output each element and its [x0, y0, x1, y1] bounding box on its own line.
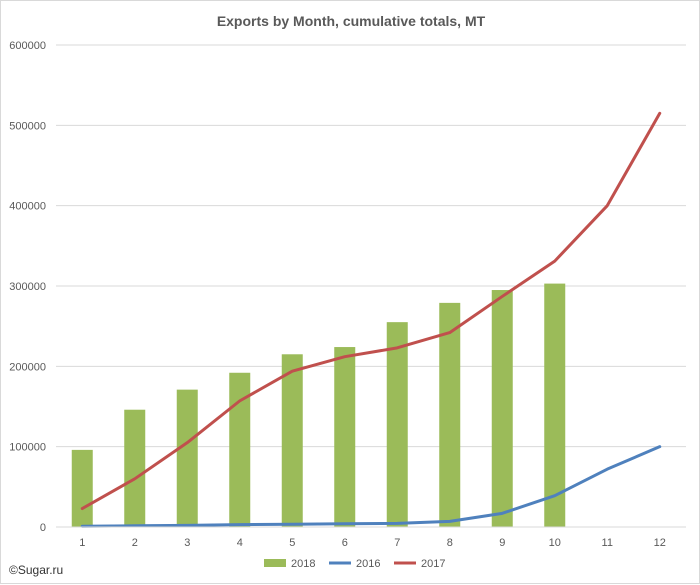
y-tick-label: 600000	[9, 40, 46, 52]
bar-2018-4	[229, 372, 251, 527]
line-series	[80, 111, 662, 528]
bar-2018-2	[124, 409, 146, 527]
x-axis-ticks: 1 2 3 4 5 6 7 8 9 10 11 12	[79, 537, 666, 549]
credit-text: ©Sugar.ru	[9, 563, 63, 577]
legend-label-2016: 2016	[356, 558, 380, 570]
legend-swatch-2018	[264, 559, 286, 567]
bar-2018-6	[334, 347, 356, 527]
y-tick-label: 400000	[9, 201, 46, 213]
x-tick-label: 10	[549, 537, 561, 549]
line-2017	[80, 111, 662, 511]
bar-2018-5	[281, 354, 303, 527]
y-tick-label: 200000	[9, 361, 46, 373]
x-tick-label: 9	[499, 537, 505, 549]
legend-item-2016: 2016	[329, 558, 380, 570]
y-axis-ticks: 0 100000 200000 300000 400000 500000 600000	[9, 40, 46, 534]
gridlines	[56, 44, 686, 448]
legend-item-2018: 2018	[264, 558, 315, 570]
bar-2018-1	[71, 449, 93, 527]
x-tick-label: 11	[602, 537, 613, 549]
chart-title: Exports by Month, cumulative totals, MT	[217, 13, 486, 29]
x-tick-label: 1	[79, 537, 85, 549]
legend-item-2017: 2017	[394, 558, 445, 570]
bar-2018-8	[439, 302, 461, 527]
y-tick-label: 100000	[9, 442, 46, 454]
y-tick-label: 300000	[9, 281, 46, 293]
x-tick-label: 12	[654, 537, 666, 549]
bar-2018-7	[386, 322, 408, 527]
x-tick-label: 6	[342, 537, 348, 549]
bar-series-2018	[71, 283, 566, 527]
y-tick-label: 500000	[9, 120, 46, 132]
legend-label-2017: 2017	[421, 558, 445, 570]
line-2016	[80, 445, 662, 528]
bar-2018-3	[176, 389, 198, 527]
x-tick-label: 7	[394, 537, 400, 549]
legend: 2018 2016 2017	[264, 558, 445, 570]
x-tick-label: 4	[237, 537, 243, 549]
legend-label-2018: 2018	[291, 558, 315, 570]
x-tick-label: 8	[447, 537, 453, 549]
bar-2018-9	[491, 290, 513, 527]
x-tick-label: 5	[289, 537, 295, 549]
y-tick-label: 0	[40, 522, 46, 534]
x-tick-label: 2	[132, 537, 138, 549]
bar-2018-10	[544, 283, 566, 527]
x-tick-label: 3	[184, 537, 190, 549]
